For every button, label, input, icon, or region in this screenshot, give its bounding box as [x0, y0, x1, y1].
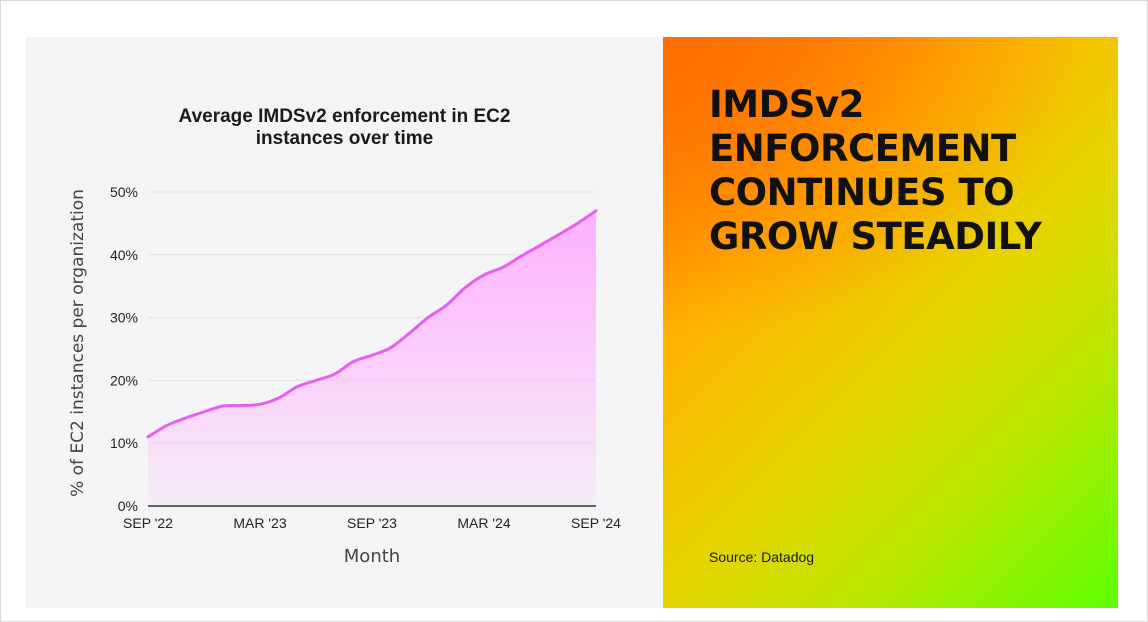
headline-line-4: GROW STEADILY: [709, 215, 1042, 258]
area-layer: [146, 209, 598, 507]
headline-line-2: ENFORCEMENT: [709, 127, 1016, 170]
y-axis-title: % of EC2 instances per organization: [68, 189, 88, 497]
headline-panel: IMDSv2 ENFORCEMENT CONTINUES TO GROW STE…: [663, 37, 1118, 608]
x-axis-title: Month: [344, 546, 400, 567]
y-tick-label: 40%: [110, 247, 138, 263]
area-fill: [148, 210, 596, 507]
x-tick-label: SEP '23: [347, 515, 397, 531]
chart-title: Average IMDSv2 enforcement in EC2 instan…: [26, 106, 663, 150]
y-tick-label: 0%: [118, 498, 138, 514]
y-tick-label: 20%: [110, 372, 138, 388]
area-chart: 0% 10% 20% 30% 40% 50% SEP '22 MAR '23 SEP '23 MA…: [68, 184, 621, 567]
source-note: Source: Datadog: [709, 549, 815, 565]
x-tick-label: MAR '23: [233, 515, 286, 531]
y-tick-label: 50%: [110, 184, 138, 200]
y-tick-label: 10%: [110, 435, 138, 451]
chart-title-line-2: instances over time: [255, 128, 434, 149]
headline-line-3: CONTINUES TO: [709, 171, 1015, 214]
headline: IMDSv2 ENFORCEMENT CONTINUES TO GROW STE…: [709, 83, 1109, 259]
x-tick-label: MAR '24: [457, 515, 510, 531]
x-tick-label: SEP '24: [571, 515, 621, 531]
headline-line-1: IMDSv2: [709, 83, 864, 126]
tick-labels: 0% 10% 20% 30% 40% 50% SEP '22 MAR '23 SEP '23 MA…: [68, 184, 621, 567]
chart-title-line-1: Average IMDSv2 enforcement in EC2: [178, 106, 511, 127]
x-tick-label: SEP '22: [123, 515, 173, 531]
chart-panel: Average IMDSv2 enforcement in EC2 instan…: [26, 37, 663, 608]
y-tick-label: 30%: [110, 310, 138, 326]
series-line: [146, 209, 598, 439]
